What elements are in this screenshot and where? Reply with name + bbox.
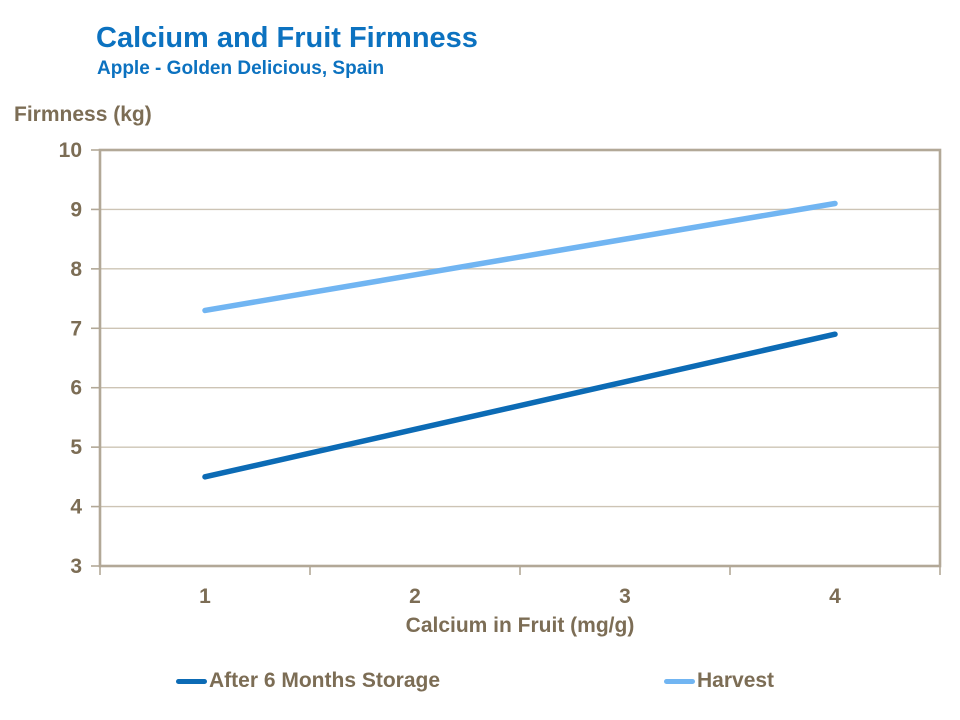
legend-swatch-storage-line-icon — [176, 678, 207, 684]
series-line-after-6-months-storage — [202, 331, 838, 480]
chart-subtitle: Apple - Golden Delicious, Spain — [97, 58, 385, 79]
legend-swatch-harvest-line-icon — [664, 678, 695, 684]
legend-entry-after-6-months-storage: After 6 Months Storage — [176, 668, 440, 694]
x-tick-label-2: 2 — [409, 585, 421, 608]
x-tick-label-4: 4 — [829, 585, 841, 608]
y-tick-label-7: 7 — [70, 317, 82, 340]
legend-label-storage: After 6 Months Storage — [209, 669, 441, 692]
x-axis-title: Calcium in Fruit (mg/g) — [405, 614, 635, 637]
y-tick-label-5: 5 — [70, 436, 82, 459]
plot-border — [98, 148, 942, 568]
series-line-harvest — [202, 200, 838, 314]
y-tick-label-8: 8 — [70, 258, 82, 281]
y-tick-label-4: 4 — [70, 496, 82, 519]
y-axis-title: Firmness (kg) — [14, 103, 152, 126]
legend-entry-harvest: Harvest — [664, 668, 774, 694]
y-tick-label-9: 9 — [70, 198, 82, 221]
legend-label-harvest: Harvest — [697, 669, 775, 692]
chart-title: Calcium and Fruit Firmness — [96, 22, 478, 54]
y-tick-label-3: 3 — [70, 555, 82, 578]
x-tick-label-1: 1 — [199, 585, 211, 608]
y-tick-label-10: 10 — [59, 139, 82, 162]
y-tick-label-6: 6 — [70, 377, 82, 400]
x-tick-label-3: 3 — [619, 585, 631, 608]
